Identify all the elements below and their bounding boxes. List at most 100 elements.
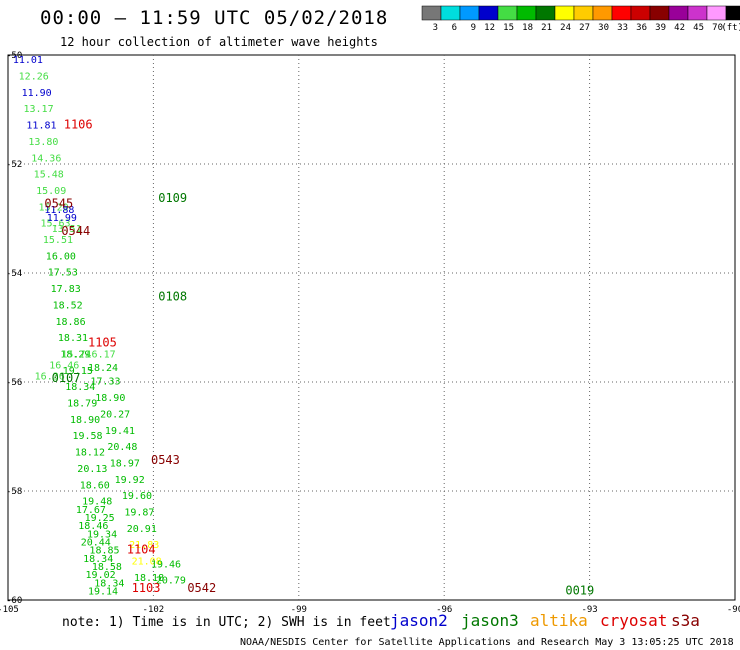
wave-height-label: 16.17 [86, 349, 116, 360]
legend-swatch [649, 5, 670, 21]
wave-height-label: 18.58 [92, 562, 122, 573]
wave-height-label: 15.09 [36, 186, 66, 197]
wave-height-label: 20.27 [100, 409, 130, 420]
satellite-s3a: s3a [671, 611, 700, 630]
satellite-altika: altika [530, 611, 588, 630]
wave-height-label: 18.85 [89, 546, 119, 557]
legend-swatch [535, 5, 556, 21]
pass-time-label: 0545 [44, 197, 73, 211]
wave-height-label: 18.60 [80, 480, 110, 491]
legend-label: 24 [560, 23, 571, 33]
legend-swatch [592, 5, 613, 21]
wave-height-label: 18.12 [75, 448, 105, 459]
wave-height-label: 18.29 [60, 349, 90, 360]
wave-height-values: 11.01 12.26 11.90 13.17 11.81 13.80 14.36 15.48… [13, 55, 186, 597]
legend-label: 45 [693, 23, 704, 33]
satellite-cryosat: cryosat [600, 611, 667, 630]
y-tick-label: -58 [6, 487, 22, 497]
wave-height-label: 19.02 [86, 570, 116, 581]
wave-height-label: 14.36 [31, 153, 61, 164]
wave-height-label: 18.34 [94, 578, 124, 589]
wave-height-label: 20.91 [127, 524, 157, 535]
x-tick-labels: -105 -102 -99 -96 -93 -90 [0, 605, 740, 615]
wave-height-label: 13.80 [28, 137, 58, 148]
y-tick-label: -52 [6, 160, 22, 170]
legend-swatch [573, 5, 594, 21]
wave-height-label: 21.83 [129, 540, 159, 551]
pass-time-label: 0543 [151, 453, 180, 467]
wave-height-label: 11.99 [47, 213, 77, 224]
legend-label: 3 [433, 23, 438, 33]
wave-height-label: 11.01 [13, 55, 43, 66]
wave-height-label: 11.90 [22, 88, 52, 99]
x-tick-label: -99 [291, 605, 307, 615]
wave-height-label: 21.08 [132, 557, 162, 568]
wave-height-label: 18.90 [70, 415, 100, 426]
pass-time-label: 0542 [187, 581, 216, 595]
legend-swatch [516, 5, 537, 21]
legend-label: 30 [598, 23, 609, 33]
wave-height-label: 18.97 [110, 458, 140, 469]
footer-credit: NOAA/NESDIS Center for Satellite Applica… [240, 637, 734, 648]
x-tick-label: -90 [727, 605, 740, 615]
wave-height-label: 17.67 [76, 505, 106, 516]
legend-label: 70 [712, 23, 723, 33]
chart-title: 00:00 – 11:59 UTC 05/02/2018 [40, 7, 388, 29]
x-tick-label: -102 [143, 605, 165, 615]
legend-label: 27 [579, 23, 590, 33]
plot-frame [7, 54, 736, 601]
legend-unit: (ft) [721, 23, 740, 33]
pass-time-label: 0019 [565, 584, 594, 598]
wave-height-label: 18.90 [95, 393, 125, 404]
pass-time-label: 0544 [61, 224, 90, 238]
legend-label: 33 [617, 23, 628, 33]
legend-swatch [478, 5, 499, 21]
pass-time-label: 1104 [127, 543, 156, 557]
legend-swatch [725, 5, 740, 21]
wave-height-label: 20.48 [107, 442, 137, 453]
satellite-jason2: jason2 [390, 611, 448, 630]
wave-height-label: 19.46 [151, 559, 181, 570]
wave-height-label: 12.26 [19, 72, 49, 83]
pass-time-label: 0109 [158, 191, 187, 205]
wave-height-label: 18.52 [53, 300, 83, 311]
legend-label: 21 [541, 23, 552, 33]
wave-height-label: 16.00 [46, 251, 76, 262]
pass-time-labels: 1106 0545 0544 1105 0107 0109 0108 0543 1104 1103… [44, 118, 594, 598]
wave-height-label: 18.79 [67, 399, 97, 410]
wave-height-label: 18.86 [55, 317, 85, 328]
wave-height-label: 15.48 [34, 170, 64, 181]
legend-swatch [668, 5, 689, 21]
wave-height-label: 18.31 [58, 333, 88, 344]
wave-height-label: 18.24 [88, 363, 118, 374]
legend-swatch [706, 5, 727, 21]
wave-height-label: 17.83 [51, 284, 81, 295]
wave-height-label: 11.88 [44, 205, 74, 216]
wave-height-label: 19.87 [124, 508, 154, 519]
legend-swatch [459, 5, 480, 21]
y-tick-label: -54 [6, 269, 22, 279]
wave-height-label: 20.13 [77, 464, 107, 475]
grid-lines [8, 55, 735, 600]
wave-height-label: 15.63 [40, 219, 70, 230]
legend-label: 39 [655, 23, 666, 33]
wave-height-label: 19.41 [105, 426, 135, 437]
legend-label: 6 [452, 23, 457, 33]
wave-height-label: 19.58 [72, 431, 102, 442]
y-tick-label: -50 [6, 51, 22, 61]
wave-height-label: 19.14 [88, 587, 118, 598]
wave-height-label: 18.46 [78, 521, 108, 532]
legend-swatch [440, 5, 461, 21]
legend-swatch [611, 5, 632, 21]
wave-height-label: 20.44 [81, 538, 111, 549]
wave-height-label: 11.81 [26, 121, 56, 132]
y-tick-label: -56 [6, 378, 22, 388]
wave-height-label: 16.36 [35, 371, 65, 382]
x-tick-label: -93 [581, 605, 597, 615]
pass-time-label: 1106 [64, 118, 93, 132]
wave-height-label: 13.17 [24, 104, 54, 115]
satellite-legend: jason2 jason3 altika cryosat s3a [390, 611, 700, 630]
wave-height-label: 20.79 [156, 576, 186, 587]
legend-swatch [554, 5, 575, 21]
